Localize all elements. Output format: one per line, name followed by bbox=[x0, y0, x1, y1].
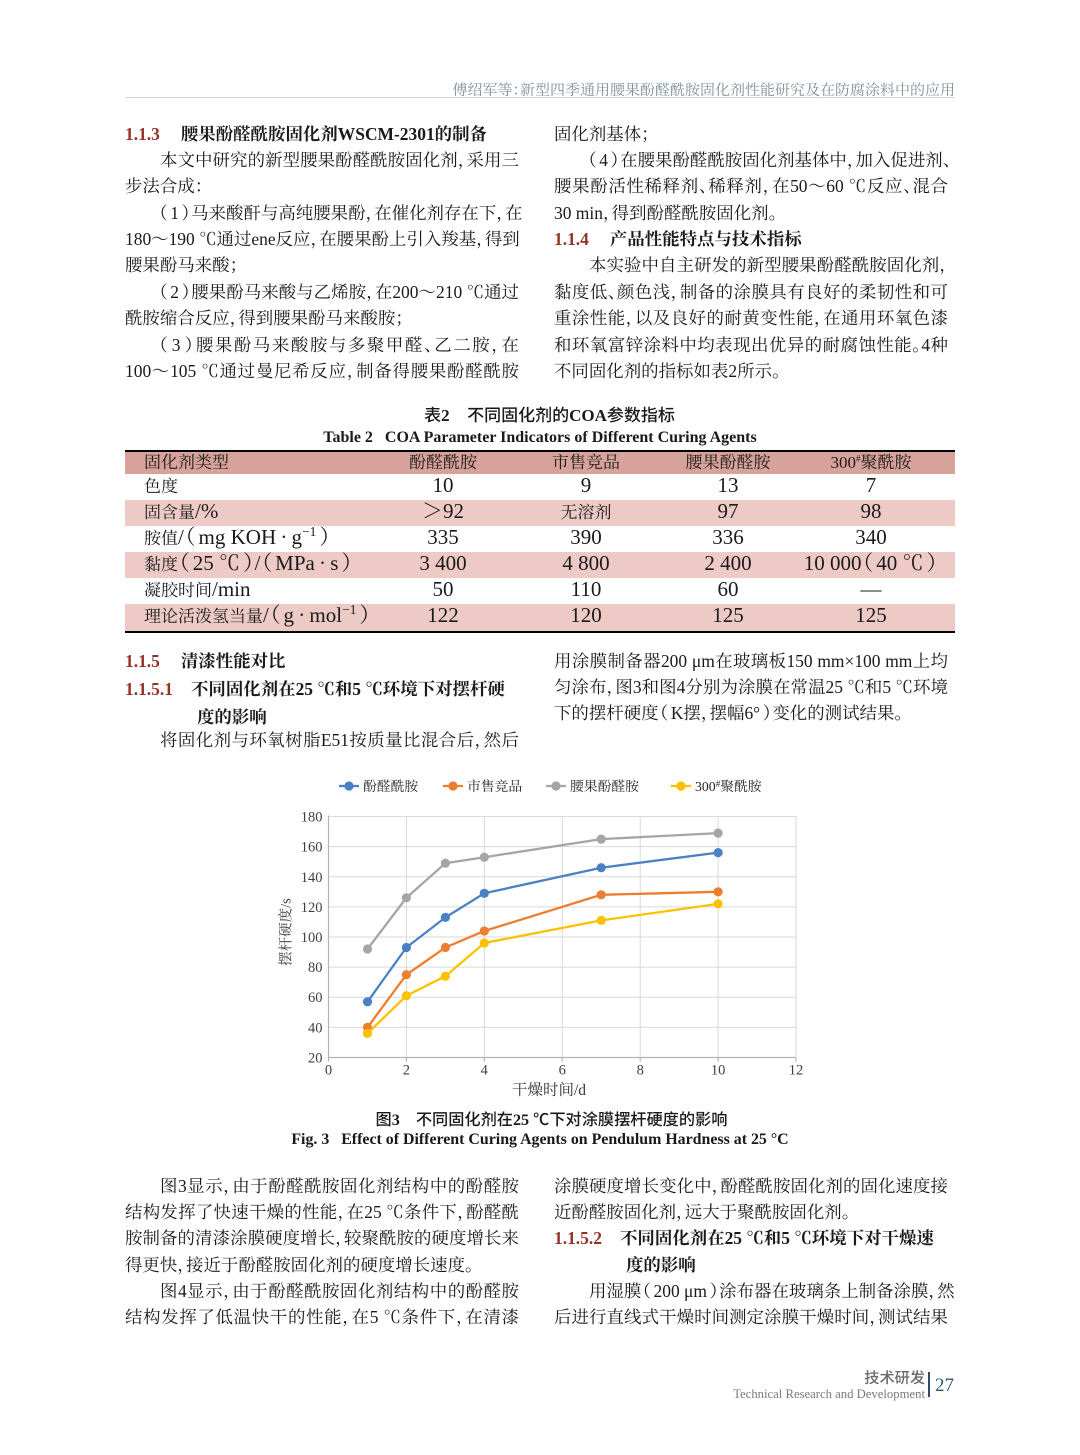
svg-text:160: 160 bbox=[301, 840, 323, 856]
svg-text:8: 8 bbox=[637, 1063, 644, 1079]
svg-text:腰果酚醛胺: 腰果酚醛胺 bbox=[570, 775, 639, 795]
svg-text:摆杆硬度/s: 摆杆硬度/s bbox=[275, 898, 296, 966]
svg-text:80: 80 bbox=[308, 960, 323, 976]
svg-text:180: 180 bbox=[301, 810, 323, 826]
svg-text:0: 0 bbox=[325, 1063, 332, 1079]
svg-text:300#聚酰胺: 300#聚酰胺 bbox=[695, 775, 762, 795]
svg-text:市售竞品: 市售竞品 bbox=[467, 775, 522, 795]
svg-text:10: 10 bbox=[711, 1063, 726, 1079]
svg-text:120: 120 bbox=[301, 900, 323, 916]
svg-text:2: 2 bbox=[403, 1063, 410, 1079]
svg-text:140: 140 bbox=[301, 870, 323, 886]
svg-text:100: 100 bbox=[301, 930, 323, 946]
svg-text:60: 60 bbox=[308, 990, 323, 1006]
svg-text:12: 12 bbox=[789, 1063, 804, 1079]
svg-text:6: 6 bbox=[559, 1063, 566, 1079]
svg-text:酚醛酰胺: 酚醛酰胺 bbox=[363, 775, 418, 795]
svg-text:40: 40 bbox=[308, 1020, 323, 1036]
svg-text:4: 4 bbox=[481, 1063, 489, 1079]
svg-text:干燥时间/d: 干燥时间/d bbox=[512, 1078, 586, 1100]
svg-text:20: 20 bbox=[308, 1051, 323, 1067]
